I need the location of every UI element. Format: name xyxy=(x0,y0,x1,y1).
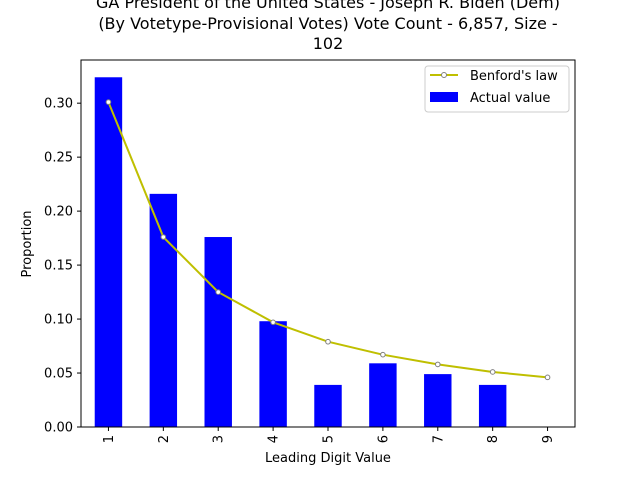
y-tick-label: 0.05 xyxy=(44,367,73,382)
x-tick-label: 6 xyxy=(376,435,391,443)
legend-actual-swatch xyxy=(430,92,458,102)
chart-title-line-1: GA President of the United States - Jose… xyxy=(96,0,560,12)
x-tick-label: 3 xyxy=(212,435,227,443)
legend-actual-label: Actual value xyxy=(470,91,550,106)
y-tick-label: 0.15 xyxy=(44,259,73,274)
x-tick-label: 2 xyxy=(157,435,172,443)
x-tick-label: 4 xyxy=(267,435,282,443)
bar-digit-4 xyxy=(259,321,287,427)
benford-point-6 xyxy=(380,351,386,358)
benford-point-9 xyxy=(544,374,551,381)
y-tick-label: 0.20 xyxy=(44,205,73,220)
bar-digit-7 xyxy=(424,374,452,427)
chart-title-line-2: (By Votetype-Provisional Votes) Vote Cou… xyxy=(98,14,557,33)
y-tick-label: 0.10 xyxy=(44,313,73,328)
y-tick-label: 0.00 xyxy=(44,421,73,436)
x-tick-label: 8 xyxy=(486,435,501,443)
benford-point-1 xyxy=(105,99,112,105)
x-tick-label: 1 xyxy=(102,435,117,443)
benford-point-2 xyxy=(160,234,167,240)
legend-box xyxy=(424,65,570,113)
legend: Benford's law Actual value xyxy=(424,65,570,113)
bar-digit-3 xyxy=(204,237,232,427)
x-tick-label: 7 xyxy=(431,435,446,443)
bar-digit-1 xyxy=(94,77,123,427)
x-axis-label: Leading Digit Value xyxy=(265,451,391,466)
benford-point-8 xyxy=(489,369,496,375)
y-tick-label: 0.25 xyxy=(44,151,73,166)
bar-digit-8 xyxy=(478,384,507,427)
x-tick-label: 5 xyxy=(322,435,337,443)
benford-line-series xyxy=(105,99,551,381)
bar-digit-2 xyxy=(149,193,178,427)
x-axis: 1 2 3 4 5 6 7 8 9 xyxy=(102,427,556,443)
benford-point-3 xyxy=(215,289,222,295)
y-tick-label: 0.30 xyxy=(44,97,73,112)
x-tick-label: 9 xyxy=(541,435,556,443)
benford-point-7 xyxy=(434,361,441,368)
y-axis-label: Proportion xyxy=(20,210,35,277)
chart-title: GA President of the United States - Jose… xyxy=(96,0,560,53)
legend-benford-label: Benford's law xyxy=(470,69,558,84)
legend-benford-marker xyxy=(441,72,447,78)
bar-digit-6 xyxy=(369,363,397,427)
benford-point-4 xyxy=(270,319,276,326)
bar-digit-5 xyxy=(314,384,342,427)
chart-title-line-3: 102 xyxy=(313,34,344,53)
benford-point-5 xyxy=(325,338,331,345)
actual-value-bars xyxy=(94,77,507,427)
y-axis: 0.00 0.05 0.10 0.15 0.20 0.25 0.30 xyxy=(44,97,81,436)
